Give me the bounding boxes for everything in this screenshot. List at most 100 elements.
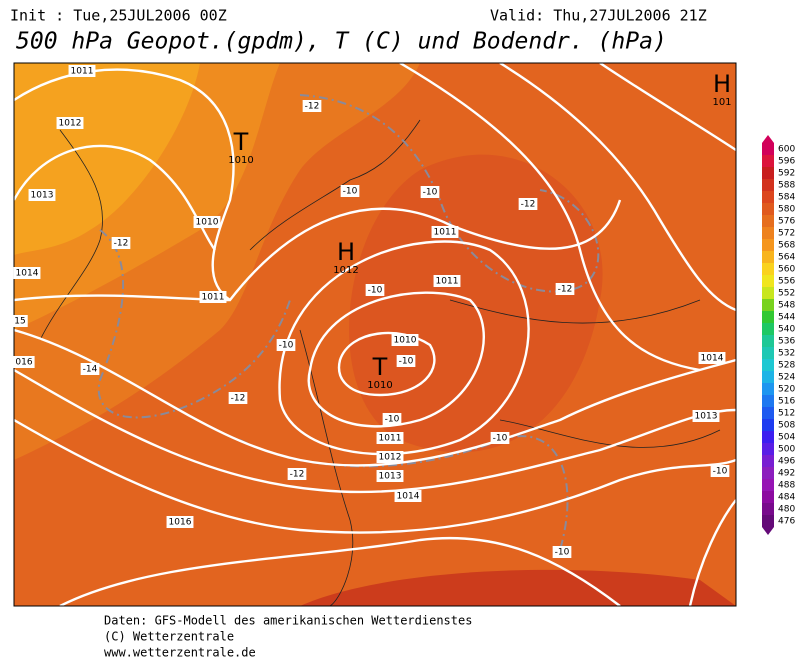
pressure-label-box xyxy=(431,226,459,238)
legend-swatch xyxy=(762,467,774,479)
temperature-label: -10 xyxy=(343,187,358,197)
pressure-label: 15 xyxy=(14,317,25,327)
center-value: 1012 xyxy=(333,265,358,276)
legend-label: 588 xyxy=(778,181,795,191)
temperature-label: -10 xyxy=(399,357,414,367)
pressure-label-box xyxy=(28,189,56,201)
legend-swatch xyxy=(762,515,774,527)
temperature-label: -12 xyxy=(521,200,536,210)
legend-swatch xyxy=(762,287,774,299)
temperature-label: -14 xyxy=(83,365,98,375)
legend-swatch xyxy=(762,143,774,155)
footer-line: www.wetterzentrale.de xyxy=(104,646,256,660)
map-title: 500 hPa Geopot.(gpdm), T (C) und Bodendr… xyxy=(16,29,667,55)
legend-swatch xyxy=(762,419,774,431)
legend-label: 556 xyxy=(778,277,795,287)
temp-region xyxy=(14,63,200,255)
temperature-label: -10 xyxy=(368,286,383,296)
legend-swatch xyxy=(762,203,774,215)
pressure-label-box xyxy=(56,117,84,129)
legend-label: 476 xyxy=(778,517,795,527)
legend-swatch xyxy=(762,275,774,287)
legend-swatch xyxy=(762,383,774,395)
legend-label: 572 xyxy=(778,229,795,239)
legend-swatch xyxy=(762,263,774,275)
pressure-label-box xyxy=(166,516,194,528)
temperature-label-box xyxy=(365,284,385,296)
legend-swatch xyxy=(762,431,774,443)
center-symbol: H xyxy=(337,238,355,266)
legend-swatch xyxy=(762,335,774,347)
coastlines xyxy=(39,119,721,606)
temperature-label-box xyxy=(420,186,440,198)
temperature-label: -10 xyxy=(385,415,400,425)
pressure-label: 1013 xyxy=(379,472,402,482)
legend-label: 584 xyxy=(778,193,795,203)
temp-region xyxy=(349,154,603,453)
temperature-label: -10 xyxy=(713,467,728,477)
temperature-label: -10 xyxy=(423,188,438,198)
pressure-label-box xyxy=(692,410,720,422)
pressure-label-box xyxy=(698,352,726,364)
legend-swatch xyxy=(762,371,774,383)
legend-swatch xyxy=(762,503,774,515)
footer-line: (C) Wetterzentrale xyxy=(104,630,234,644)
temperature-label-box xyxy=(111,237,131,249)
footer-line: Daten: GFS-Modell des amerikanischen Wet… xyxy=(104,614,472,628)
legend-label: 600 xyxy=(778,145,795,155)
temperature-label-box xyxy=(555,283,575,295)
pressure-label: 1011 xyxy=(202,293,225,303)
pressure-label: 1012 xyxy=(59,119,82,129)
legend-label: 540 xyxy=(778,325,795,335)
center-value: 1010 xyxy=(367,380,392,391)
legend-label: 524 xyxy=(778,373,795,383)
pressure-label: 1016 xyxy=(169,518,192,528)
pressure-label: 016 xyxy=(15,358,32,368)
pressure-label-box xyxy=(376,470,404,482)
temperature-label-box xyxy=(302,100,322,112)
legend-swatch xyxy=(762,443,774,455)
temp-region xyxy=(300,569,736,606)
temperature-label-box xyxy=(518,198,538,210)
pressure-label: 1010 xyxy=(196,218,219,228)
pressure-label-box xyxy=(394,490,422,502)
legend-label: 596 xyxy=(778,157,795,167)
legend-label: 592 xyxy=(778,169,795,179)
pressure-label-box xyxy=(193,216,221,228)
legend-swatch xyxy=(762,167,774,179)
temperature-label: -12 xyxy=(231,394,246,404)
legend-label: 516 xyxy=(778,397,795,407)
legend-label: 552 xyxy=(778,289,795,299)
temperature-label: -10 xyxy=(493,434,508,444)
legend-label: 480 xyxy=(778,505,795,515)
center-symbol: T xyxy=(372,353,388,381)
valid-time: Valid: Thu,27JUL2006 21Z xyxy=(490,7,707,25)
legend-swatch xyxy=(762,479,774,491)
legend-swatch xyxy=(762,299,774,311)
legend-swatch xyxy=(762,239,774,251)
legend-label: 504 xyxy=(778,433,795,443)
legend-label: 508 xyxy=(778,421,795,431)
legend-label: 520 xyxy=(778,385,795,395)
legend-label: 528 xyxy=(778,361,795,371)
map-labels: 1011101210131010101410111011101110101011… xyxy=(12,65,732,558)
legend-label: 532 xyxy=(778,349,795,359)
pressure-label-box xyxy=(68,65,96,77)
pressure-label-box xyxy=(12,315,28,327)
legend-swatch xyxy=(762,311,774,323)
legend-swatch xyxy=(762,491,774,503)
temperature-label-box xyxy=(340,185,360,197)
pressure-label: 1013 xyxy=(31,191,54,201)
pressure-label: 1014 xyxy=(701,354,724,364)
legend-swatch xyxy=(762,227,774,239)
color-legend: 600 596 592 588 584 580 576 572 568 564 560 556 552 5… xyxy=(762,135,795,535)
temperature-label-box xyxy=(382,413,402,425)
legend-label: 500 xyxy=(778,445,795,455)
pressure-label-box xyxy=(13,267,41,279)
legend-label: 496 xyxy=(778,457,795,467)
temperature-label-box xyxy=(552,546,572,558)
legend-label: 484 xyxy=(778,493,795,503)
pressure-label: 1011 xyxy=(434,228,457,238)
pressure-label: 1014 xyxy=(16,269,39,279)
pressure-label-box xyxy=(376,432,404,444)
